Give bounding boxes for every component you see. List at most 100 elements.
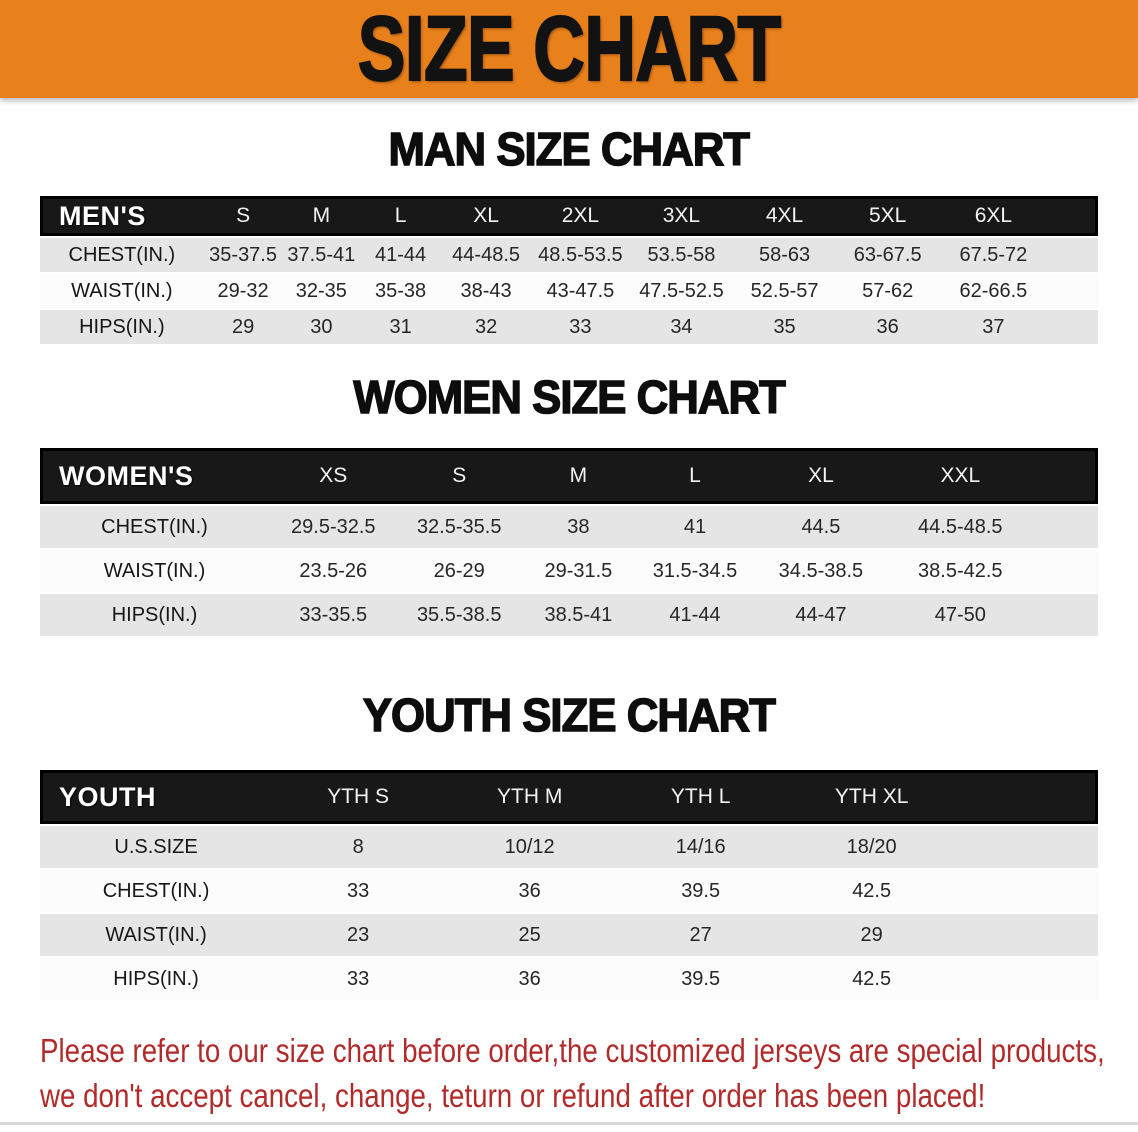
measurement-value: 14/16 (615, 826, 787, 868)
size-column-header: 6XL (939, 196, 1048, 236)
measurement-value: 47.5-52.5 (629, 274, 734, 308)
disclaimer-line-1: Please refer to our size chart before or… (40, 1032, 1105, 1069)
women-section-heading-text: WOMEN SIZE CHART (353, 371, 787, 423)
size-column-header: XS (269, 448, 398, 504)
measurement-value: 41 (635, 506, 755, 548)
table-row: HIPS(IN.) 29 30 31 32 33 34 35 36 37 (40, 310, 1098, 344)
measurement-value: 47-50 (887, 594, 1033, 636)
men-size-table: MEN'S S M L XL 2XL 3XL 4XL 5XL 6XL CHEST(IN.) 35-37… (40, 194, 1098, 346)
size-column-header: XXL (887, 448, 1033, 504)
measurement-value: 29 (786, 914, 958, 956)
size-column-header: 3XL (629, 196, 734, 236)
youth-section-heading: YOUTH SIZE CHART (0, 689, 1138, 741)
measurement-value: 57-62 (835, 274, 940, 308)
measurement-value: 38.5-41 (520, 594, 636, 636)
measurement-label: HIPS(IN.) (40, 594, 270, 636)
measurement-value: 62-66.5 (939, 274, 1048, 308)
spacer-cell (957, 770, 1098, 824)
measurement-value: 33 (272, 958, 445, 1000)
measurement-value: 39.5 (615, 958, 787, 1000)
man-size-section: MAN SIZE CHART MEN'S S M L XL 2XL 3XL 4XL 5XL 6XL… (0, 123, 1138, 346)
measurement-value: 29-32 (203, 274, 283, 308)
measurement-value: 35 (733, 310, 836, 344)
measurement-value: 31 (360, 310, 442, 344)
measurement-value: 67.5-72 (939, 238, 1048, 272)
measurement-value: 38 (520, 506, 636, 548)
measurement-value: 36 (444, 870, 616, 912)
measurement-value: 29.5-32.5 (269, 506, 398, 548)
size-column-header: L (635, 448, 755, 504)
disclaimer-line-2: we don't accept cancel, change, teturn o… (40, 1077, 986, 1114)
spacer-cell (957, 870, 1098, 912)
youth-table-wrap: YOUTH YTH S YTH M YTH L YTH XL U.S.SIZE 8 10/12… (0, 768, 1138, 1002)
measurement-label: HIPS(IN.) (40, 310, 204, 344)
table-row: CHEST(IN.) 33 36 39.5 42.5 (40, 870, 1098, 912)
measurement-value: 44-48.5 (441, 238, 532, 272)
measurement-value: 44.5-48.5 (887, 506, 1033, 548)
measurement-value: 29 (203, 310, 283, 344)
spacer-cell (1032, 594, 1098, 636)
measurement-label: WAIST(IN.) (40, 914, 273, 956)
measurement-value: 33 (531, 310, 630, 344)
measurement-value: 36 (444, 958, 616, 1000)
measurement-value: 36 (835, 310, 940, 344)
table-header-row: YOUTH YTH S YTH M YTH L YTH XL (40, 770, 1098, 824)
measurement-value: 31.5-34.5 (635, 550, 755, 592)
measurement-value: 37 (939, 310, 1048, 344)
measurement-value: 42.5 (786, 958, 958, 1000)
disclaimer-text: Please refer to our size chart before or… (40, 1028, 1138, 1118)
bottom-divider (0, 1122, 1138, 1125)
women-section-heading: WOMEN SIZE CHART (0, 371, 1138, 423)
table-header-row: MEN'S S M L XL 2XL 3XL 4XL 5XL 6XL (40, 196, 1098, 236)
banner-title: SIZE CHART (357, 0, 782, 100)
measurement-value: 23 (272, 914, 445, 956)
measurement-value: 30 (282, 310, 361, 344)
size-column-header: YTH M (444, 770, 616, 824)
size-column-header: YTH S (272, 770, 445, 824)
measurement-value: 35.5-38.5 (397, 594, 521, 636)
measurement-value: 38-43 (441, 274, 532, 308)
measurement-label: WAIST(IN.) (40, 550, 270, 592)
measurement-value: 38.5-42.5 (887, 550, 1033, 592)
youth-section-heading-text: YOUTH SIZE CHART (362, 689, 776, 741)
table-row: CHEST(IN.) 29.5-32.5 32.5-35.5 38 41 44.5 44.5… (40, 506, 1098, 548)
measurement-value: 8 (272, 826, 445, 868)
size-column-header: S (397, 448, 521, 504)
measurement-value: 63-67.5 (835, 238, 940, 272)
measurement-label: U.S.SIZE (40, 826, 273, 868)
size-column-header: 4XL (733, 196, 836, 236)
spacer-cell (1047, 274, 1098, 308)
measurement-value: 29-31.5 (520, 550, 636, 592)
measurement-value: 48.5-53.5 (531, 238, 630, 272)
measurement-value: 26-29 (397, 550, 521, 592)
size-column-header: S (203, 196, 283, 236)
spacer-cell (1047, 196, 1098, 236)
table-row: WAIST(IN.) 23 25 27 29 (40, 914, 1098, 956)
spacer-cell (957, 914, 1098, 956)
size-column-header: XL (441, 196, 532, 236)
measurement-label: CHEST(IN.) (40, 506, 270, 548)
measurement-value: 58-63 (733, 238, 836, 272)
man-section-heading-text: MAN SIZE CHART (388, 123, 751, 175)
man-section-heading: MAN SIZE CHART (0, 123, 1138, 175)
measurement-value: 33-35.5 (269, 594, 398, 636)
measurement-value: 35-38 (360, 274, 442, 308)
measurement-label: WAIST(IN.) (40, 274, 204, 308)
women-table-wrap: WOMEN'S XS S M L XL XXL CHEST(IN.) 29.5-32.5 32.5… (0, 446, 1138, 638)
table-row: WAIST(IN.) 29-32 32-35 35-38 38-43 43-47.5 47.… (40, 274, 1098, 308)
measurement-value: 23.5-26 (269, 550, 398, 592)
table-row: WAIST(IN.) 23.5-26 26-29 29-31.5 31.5-34.5 34… (40, 550, 1098, 592)
size-column-header: YTH L (615, 770, 787, 824)
measurement-value: 18/20 (786, 826, 958, 868)
measurement-value: 32.5-35.5 (397, 506, 521, 548)
size-column-header: M (520, 448, 636, 504)
table-group-label: MEN'S (40, 196, 204, 236)
measurement-label: CHEST(IN.) (40, 870, 273, 912)
measurement-value: 42.5 (786, 870, 958, 912)
women-size-table: WOMEN'S XS S M L XL XXL CHEST(IN.) 29.5-32.5 32.5… (40, 446, 1098, 638)
table-header-row: WOMEN'S XS S M L XL XXL (40, 448, 1098, 504)
size-column-header: 5XL (835, 196, 940, 236)
measurement-value: 41-44 (360, 238, 442, 272)
spacer-cell (1032, 506, 1098, 548)
spacer-cell (1047, 310, 1098, 344)
